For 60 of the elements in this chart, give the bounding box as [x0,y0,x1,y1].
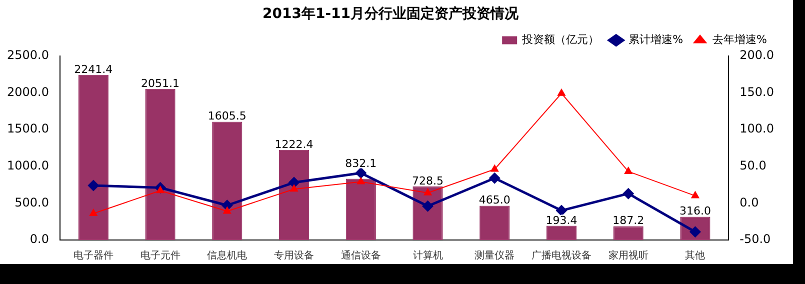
data-label: 2051.1 [141,76,180,90]
point [290,184,298,192]
bar [278,150,310,240]
data-label: 316.0 [679,204,711,218]
bar [145,88,176,240]
point [424,188,432,196]
y-tick-label: 0.0 [30,232,49,246]
data-label: 1222.4 [274,138,314,151]
x-tick-label: 广播电视设备 [531,250,592,262]
y2-tick-label: 100.0 [740,122,774,136]
data-label: 187.2 [612,214,644,228]
point [558,88,566,96]
x-tick-label: 其他 [685,250,706,262]
point [223,206,232,214]
legend-label: 累计增速% [628,33,684,46]
y2-tick-label: 50.0 [740,158,766,172]
bar [613,226,644,240]
bar [346,178,376,240]
x-tick-label: 家用视听 [608,250,648,262]
y2-tick-label: 0.0 [740,195,759,210]
point [489,172,500,184]
data-label: 1605.5 [208,110,246,123]
point [556,205,567,216]
bar [480,206,510,240]
y2-tick-label: 150.0 [740,84,774,99]
y-tick-label: 1500.0 [6,122,49,136]
x-tick-label: 计算机 [412,250,443,262]
x-tick-label: 测量仪器 [474,250,515,262]
point [623,188,634,199]
bar [78,74,108,240]
point [691,191,700,198]
point [490,164,499,172]
point [88,180,99,191]
point [422,200,433,212]
bar [546,226,577,240]
point [624,166,632,174]
y2-tick-label: 200.0 [740,48,774,62]
chart-title: 2013年1-11月分行业固定资产投资情况 [262,5,520,22]
point [356,177,365,184]
data-label: 832.1 [345,156,377,170]
bar [212,122,242,240]
legend-label: 去年增速% [712,33,767,46]
data-label: 465.0 [478,194,510,207]
point [288,177,300,188]
point [356,168,366,178]
point [89,208,98,216]
legend-label: 投资额（亿元） [521,33,600,46]
y-tick-label: 2500.0 [6,48,49,62]
x-tick-label: 专用设备 [274,250,314,262]
x-tick-label: 电子元件 [140,250,180,262]
y-tick-label: 1000.0 [6,158,49,172]
data-label: 2241.4 [74,62,113,76]
x-tick-label: 信息机电 [207,250,248,262]
data-label: 728.5 [412,174,444,188]
y2-tick-label: -50.0 [740,232,771,246]
y-tick-label: 500.0 [14,195,49,210]
x-tick-label: 通信设备 [340,250,381,262]
x-tick-label: 电子器件 [73,250,114,262]
data-label: 193.4 [546,214,578,227]
y-tick-label: 2000.0 [6,84,49,99]
